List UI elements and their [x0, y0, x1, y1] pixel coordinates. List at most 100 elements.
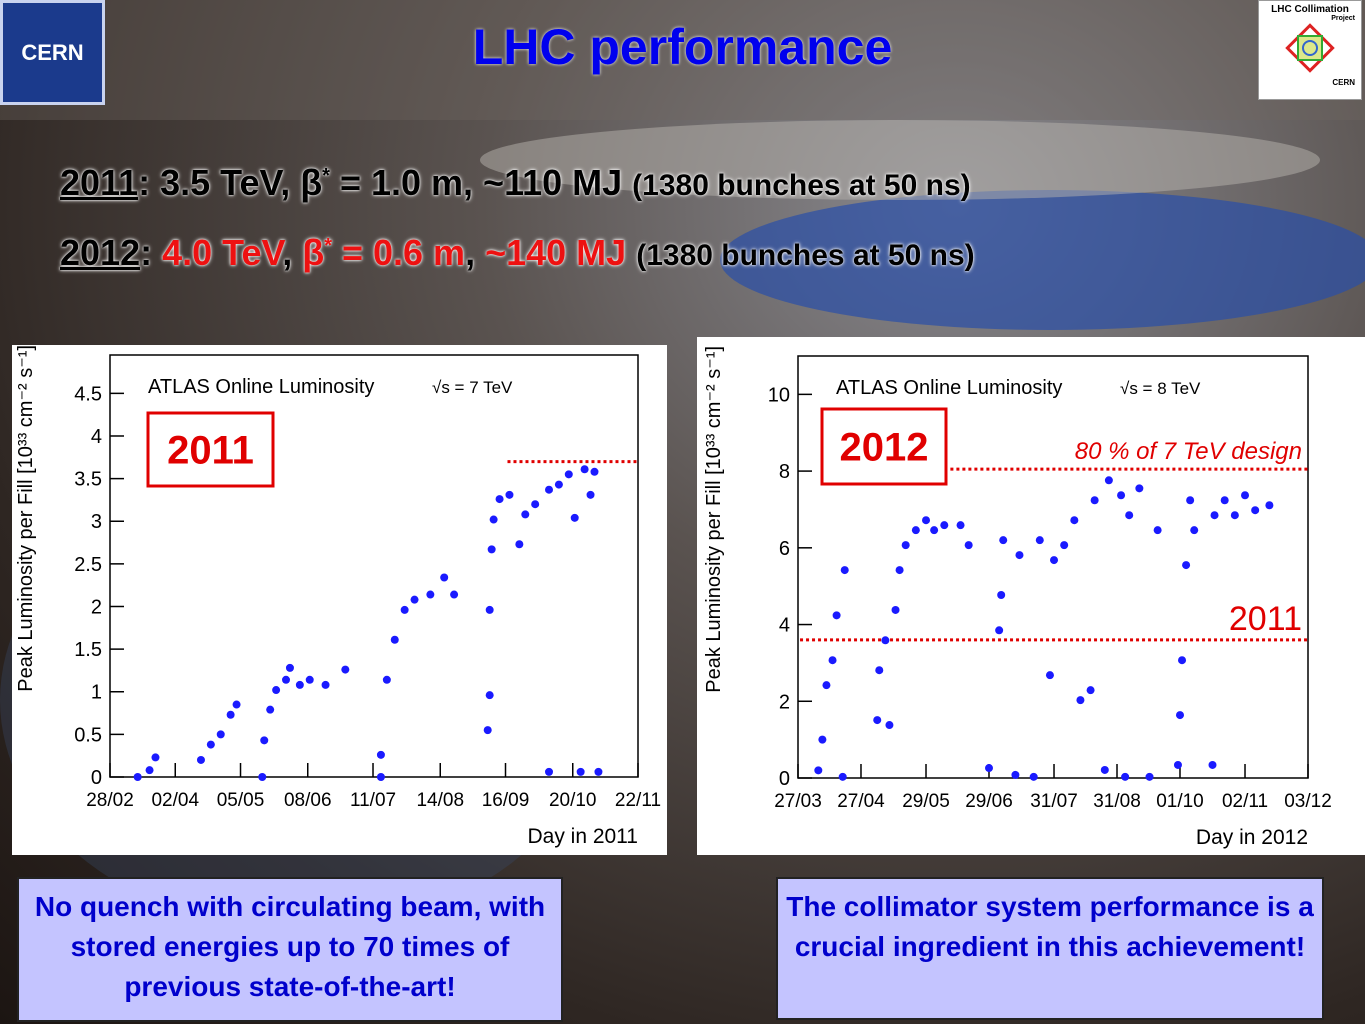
- data-point: [1251, 506, 1260, 515]
- data-point: [485, 605, 494, 614]
- text: β: [302, 232, 325, 273]
- y-tick-label: 0: [779, 768, 790, 790]
- data-point: [495, 495, 504, 504]
- data-point: [875, 666, 884, 675]
- data-point: [930, 526, 939, 535]
- x-tick-label: 03/12: [1284, 791, 1332, 812]
- reference-label: 80 % of 7 TeV design: [1075, 438, 1302, 465]
- x-tick-label: 20/10: [549, 790, 597, 811]
- note-box: The collimator system performance is a c…: [776, 877, 1324, 1020]
- y-tick-label: 6: [779, 538, 790, 560]
- data-point: [576, 767, 585, 776]
- year-badge-text: 2011: [167, 429, 254, 473]
- text: *: [324, 235, 332, 257]
- data-point: [554, 480, 563, 489]
- x-tick-label: 27/04: [837, 791, 885, 812]
- data-point: [1153, 526, 1162, 535]
- plot-frame: [797, 355, 1309, 779]
- data-point: [285, 663, 294, 672]
- data-point: [1011, 770, 1020, 779]
- data-point: [232, 700, 241, 709]
- y-tick-label: 4.5: [74, 383, 102, 405]
- data-point: [487, 545, 496, 554]
- data-point: [515, 540, 524, 549]
- x-tick-label: 27/03: [774, 791, 822, 812]
- data-point: [450, 590, 459, 599]
- text: = 1.0 m, ~110 MJ: [329, 162, 633, 203]
- data-point: [1121, 772, 1130, 781]
- plot-title: ATLAS Online Luminosity: [836, 377, 1062, 399]
- data-point: [1100, 765, 1109, 774]
- data-point: [1070, 516, 1079, 525]
- year-badge: [820, 407, 948, 486]
- data-point: [895, 566, 904, 575]
- data-point: [260, 736, 269, 745]
- data-point: [1182, 561, 1191, 570]
- data-point: [531, 500, 540, 509]
- collimation-logo: LHC Collimation Project CERN: [1258, 0, 1362, 100]
- x-tick-label: 08/06: [284, 790, 332, 811]
- data-point: [1050, 556, 1059, 565]
- data-point: [258, 773, 267, 781]
- data-point: [390, 635, 399, 644]
- logo-text: Project: [1331, 15, 1355, 22]
- data-point: [226, 710, 235, 719]
- y-tick-label: 3: [91, 511, 102, 533]
- x-tick-label: 16/09: [482, 790, 530, 811]
- text: ~140 MJ: [485, 232, 637, 273]
- data-point: [341, 665, 350, 674]
- text: (1380 bunches at 50 ns): [636, 239, 975, 272]
- y-tick-label: 2.5: [74, 554, 102, 576]
- data-point: [1173, 760, 1182, 769]
- data-point: [564, 470, 573, 479]
- text: ,: [282, 232, 303, 273]
- year: 2011: [60, 162, 139, 203]
- data-point: [586, 490, 595, 499]
- data-point: [1104, 476, 1113, 485]
- data-point: [995, 626, 1004, 635]
- data-point: [1230, 511, 1239, 520]
- data-point: [521, 510, 530, 519]
- text: 4.0 TeV: [162, 232, 283, 273]
- data-point: [1220, 496, 1229, 505]
- data-point: [828, 656, 837, 665]
- data-point: [489, 515, 498, 524]
- data-point: [911, 526, 920, 535]
- info-line: 2012: 4.0 TeV, β* = 0.6 m, ~140 MJ (1380…: [60, 232, 975, 274]
- data-point: [1145, 772, 1154, 781]
- x-tick-label: 31/08: [1093, 791, 1141, 812]
- data-point: [1178, 656, 1187, 665]
- data-point: [216, 730, 225, 739]
- data-point: [1265, 501, 1274, 510]
- data-point: [1029, 772, 1038, 781]
- note-box: No quench with circulating beam, with st…: [17, 877, 563, 1022]
- data-point: [822, 681, 831, 690]
- data-point: [1035, 536, 1044, 545]
- plot-energy: √s = 8 TeV: [1120, 379, 1201, 398]
- data-point: [305, 675, 314, 684]
- text: = 0.6 m: [331, 232, 466, 273]
- data-point: [1076, 696, 1085, 705]
- x-tick-label: 29/05: [902, 791, 950, 812]
- data-point: [282, 675, 290, 684]
- logo-graphic: [1285, 23, 1335, 73]
- data-point: [133, 773, 142, 781]
- data-point: [145, 766, 154, 775]
- logo-text: CERN: [21, 39, 84, 65]
- x-tick-label: 28/02: [86, 790, 134, 811]
- data-point: [1125, 511, 1134, 520]
- data-point: [984, 764, 993, 773]
- x-tick-label: 14/08: [416, 790, 464, 811]
- data-point: [590, 467, 599, 476]
- y-tick-label: 1: [91, 682, 102, 704]
- info-line: 2011: 3.5 TeV, β* = 1.0 m, ~110 MJ (1380…: [60, 162, 971, 204]
- data-point: [382, 675, 391, 684]
- y-tick-label: 2: [779, 691, 790, 713]
- y-tick-label: 2: [91, 596, 102, 618]
- data-point: [272, 686, 281, 695]
- data-point: [266, 705, 275, 714]
- y-tick-label: 4: [779, 615, 790, 637]
- data-point: [376, 773, 385, 781]
